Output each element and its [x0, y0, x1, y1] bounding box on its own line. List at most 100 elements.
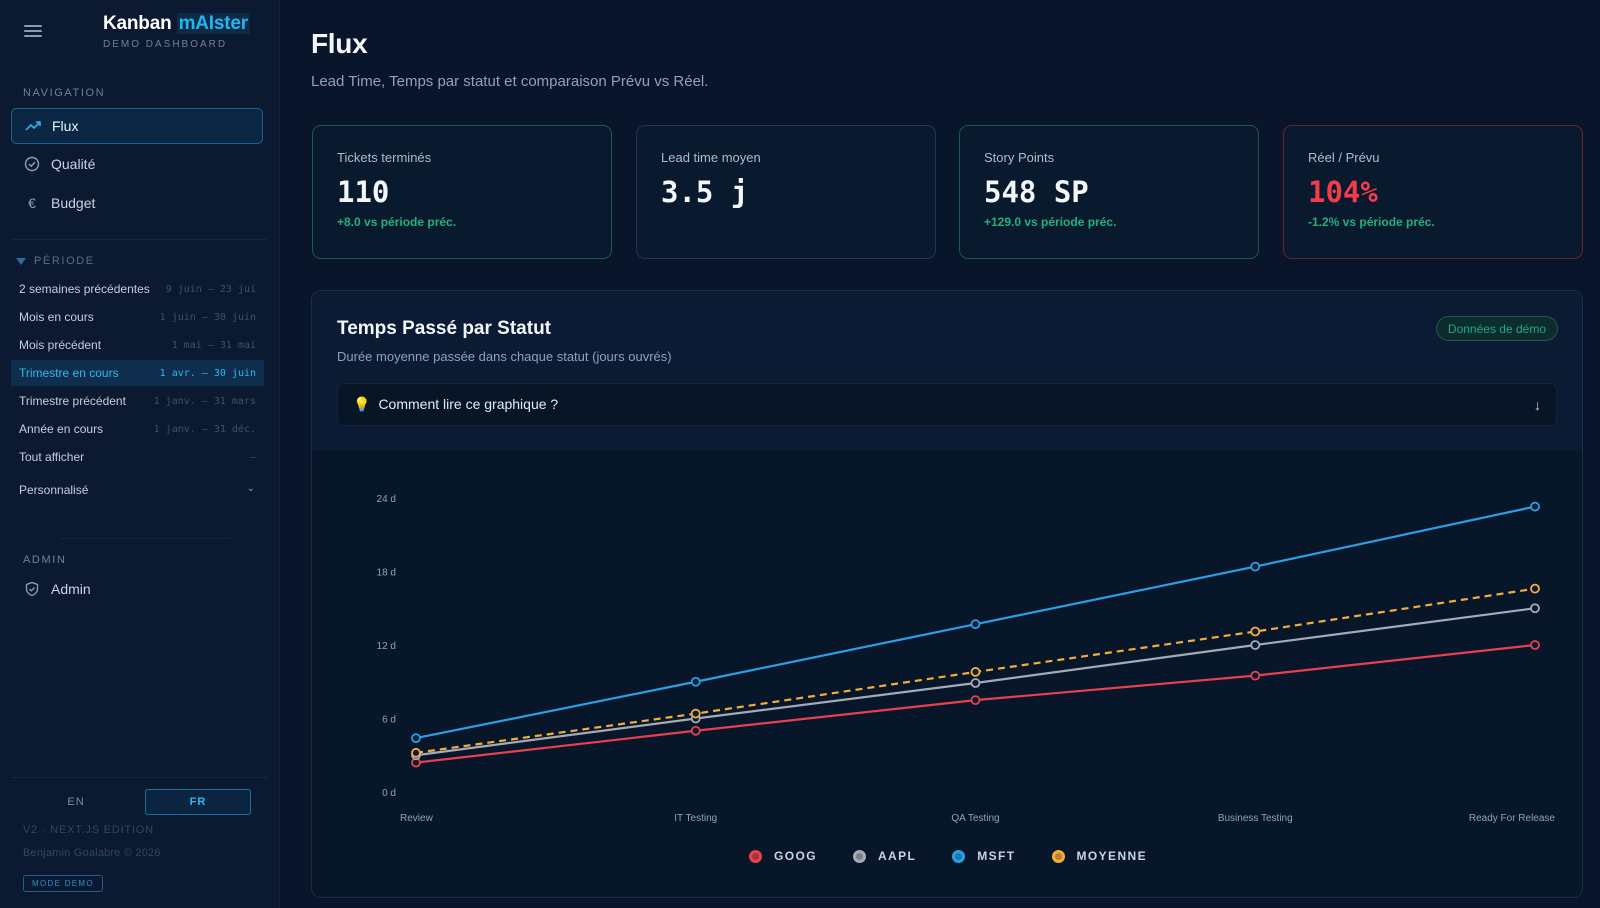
nav-item-budget[interactable]: € Budget — [11, 185, 263, 221]
legend-item-goog[interactable]: GOOG — [749, 849, 817, 863]
data-point-aapl — [1250, 640, 1261, 650]
y-tick-label: 6 d — [382, 715, 396, 726]
euro-icon: € — [28, 195, 36, 211]
data-point-moyenne — [1530, 583, 1540, 594]
period-option-range: 1 janv. – 31 déc. — [153, 423, 256, 435]
period-option-range: 1 mai – 31 mai — [171, 339, 256, 351]
trend-up-icon — [24, 117, 42, 135]
demo-mode-badge: MODE DEMO — [23, 875, 103, 892]
period-option-current-year[interactable]: Année en cours 1 janv. – 31 déc. — [11, 416, 264, 442]
period-option-label: Trimestre en cours — [19, 366, 119, 380]
app-brand: Kanban mAIster DEMO DASHBOARD — [103, 13, 250, 50]
sidebar-divider — [60, 538, 230, 539]
period-option-current-month[interactable]: Mois en cours 1 juin – 30 juin — [11, 304, 264, 330]
data-point-msft — [411, 733, 421, 744]
legend-label: GOOG — [774, 849, 817, 863]
data-point-goog — [1530, 640, 1540, 650]
chevron-down-icon: ⌄ — [246, 483, 255, 494]
custom-period-toggle[interactable]: Personnalisé ⌄ — [19, 483, 255, 497]
data-point-msft — [690, 676, 701, 687]
period-option-previous-month[interactable]: Mois précédent 1 mai – 31 mai — [11, 332, 264, 358]
period-option-range: 1 janv. – 31 mars — [153, 395, 256, 407]
data-point-goog — [690, 725, 701, 736]
sidebar-divider — [11, 239, 267, 240]
page-subtitle: Lead Time, Temps par statut et comparais… — [311, 73, 709, 90]
nav-item-label: Flux — [52, 118, 79, 134]
period-option-label: Mois précédent — [19, 338, 102, 352]
legend-swatch — [749, 849, 763, 863]
language-en-button[interactable]: EN — [67, 796, 85, 808]
data-point-moyenne — [1250, 626, 1261, 637]
page-title: Flux — [311, 28, 368, 59]
period-option-label: Mois en cours — [19, 310, 94, 324]
kpi-label: Réel / Prévu — [1308, 150, 1380, 165]
y-tick-label: 12 d — [377, 641, 396, 652]
check-circle-icon — [23, 155, 41, 173]
period-option-range: 9 juin – 23 jui — [165, 283, 256, 295]
period-option-range: 1 avr. – 30 juin — [159, 367, 256, 379]
legend-item-moyenne[interactable]: MOYENNE — [1051, 849, 1147, 863]
legend-item-msft[interactable]: MSFT — [952, 849, 1015, 863]
period-option-current-quarter[interactable]: Trimestre en cours 1 avr. – 30 juin — [11, 360, 264, 386]
data-point-moyenne — [690, 708, 701, 719]
period-option-show-all[interactable]: Tout afficher – — [11, 444, 264, 470]
x-tick-label: Business Testing — [1218, 813, 1293, 824]
y-tick-label: 24 d — [377, 494, 396, 505]
legend-item-aapl[interactable]: AAPL — [852, 849, 917, 863]
navigation-section-label: NAVIGATION — [23, 87, 106, 99]
shield-check-icon — [23, 580, 41, 598]
menu-icon[interactable] — [24, 22, 42, 40]
sidebar-divider — [11, 777, 267, 778]
kpi-card-lead-time: Lead time moyen 3.5 j — [636, 125, 936, 259]
period-option-2-weeks[interactable]: 2 semaines précédentes 9 juin – 23 jui — [11, 276, 264, 302]
x-tick-label: Ready For Release — [1469, 813, 1556, 824]
period-option-previous-quarter[interactable]: Trimestre précédent 1 janv. – 31 mars — [11, 388, 264, 414]
app-title: Kanban mAIster — [103, 13, 250, 35]
period-option-label: Trimestre précédent — [19, 394, 126, 408]
nav-item-label: Qualité — [51, 156, 96, 172]
how-to-read-toggle[interactable]: 💡 Comment lire ce graphique ? ↓ — [337, 383, 1557, 426]
data-point-aapl — [1530, 603, 1540, 614]
language-fr-button[interactable]: FR — [145, 789, 251, 815]
kpi-value: 104% — [1308, 175, 1378, 209]
nav-item-flux[interactable]: Flux — [11, 108, 263, 144]
kpi-card-tickets: Tickets terminés 110 +8.0 vs période pré… — [312, 125, 612, 259]
data-point-msft — [970, 619, 981, 630]
legend-label: MOYENNE — [1076, 849, 1147, 863]
y-tick-label: 18 d — [377, 568, 396, 579]
app-subtitle: DEMO DASHBOARD — [103, 39, 228, 50]
chart-legend: GOOG AAPL MSFT MOYENNE — [312, 849, 1582, 863]
nav-item-label: Budget — [51, 195, 96, 211]
copyright-text: Benjamin Goalabre © 2026 — [23, 847, 161, 859]
period-option-label: 2 semaines précédentes — [19, 282, 150, 296]
kpi-value: 110 — [337, 175, 390, 209]
kpi-value: 548 SP — [984, 175, 1089, 209]
kpi-delta: +8.0 vs période préc. — [337, 215, 457, 229]
chart-subtitle: Durée moyenne passée dans chaque statut … — [337, 349, 672, 364]
time-per-status-card: Temps Passé par Statut Durée moyenne pas… — [311, 290, 1583, 898]
period-option-label: Année en cours — [19, 422, 104, 436]
app-title-part2: mAIster — [176, 13, 250, 34]
data-point-aapl — [970, 678, 981, 688]
x-tick-label: QA Testing — [951, 813, 999, 824]
demo-data-badge: Données de démo — [1435, 316, 1558, 341]
legend-label: AAPL — [877, 849, 917, 863]
kpi-value: 3.5 j — [661, 175, 749, 209]
y-tick-label: 0 d — [382, 788, 396, 799]
legend-swatch — [1051, 849, 1065, 863]
kpi-card-story-points: Story Points 548 SP +129.0 vs période pr… — [959, 125, 1259, 259]
data-point-moyenne — [970, 667, 981, 677]
nav-item-label: Admin — [51, 581, 91, 597]
nav-item-qualite[interactable]: Qualité — [11, 146, 263, 182]
data-point-msft — [1250, 561, 1261, 572]
legend-swatch — [852, 849, 866, 863]
sidebar: Kanban mAIster DEMO DASHBOARD NAVIGATION… — [0, 0, 280, 908]
x-tick-label: Review — [400, 813, 434, 824]
kpi-delta: -1.2% vs période préc. — [1308, 215, 1435, 229]
custom-period-label: Personnalisé — [19, 483, 89, 497]
period-option-range: – — [249, 451, 256, 463]
x-tick-label: IT Testing — [674, 813, 717, 824]
nav-item-admin[interactable]: Admin — [11, 571, 263, 607]
period-label-text: PÉRIODE — [34, 255, 95, 267]
data-point-msft — [1530, 501, 1540, 512]
